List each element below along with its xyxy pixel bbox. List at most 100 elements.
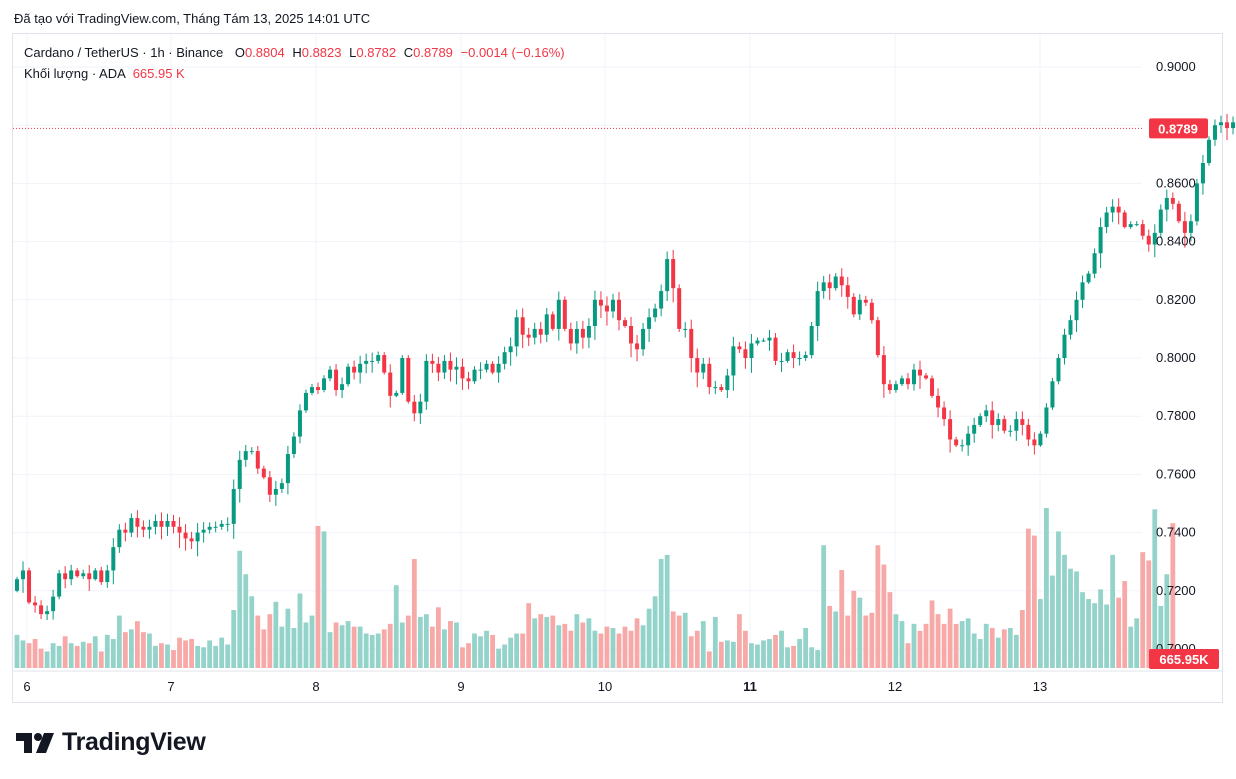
candle-body [490,363,495,373]
candle-body [291,436,296,455]
volume-bar [104,634,110,668]
volume-bar [351,626,357,668]
candle-body [165,520,170,527]
candle-body [713,387,718,389]
candle-body [1056,358,1061,382]
candle-body [93,570,98,580]
volume-bar [839,570,845,668]
candle-body [911,369,916,385]
low-label: L [349,45,357,60]
volume-bar [1074,571,1079,668]
volume-bar [466,643,471,668]
candle-body [376,355,381,361]
volume-bar [622,626,628,668]
volume-bar [201,647,207,668]
volume-bar [1170,523,1176,668]
date-tick-label: 11 [743,679,757,694]
candle-body [1008,430,1013,432]
candle-body [51,596,56,612]
candle-body [833,276,838,289]
date-tick-label: 9 [457,679,464,694]
volume-bar [791,645,796,668]
candle-body [954,439,959,446]
candle-body [990,410,995,425]
tradingview-logo[interactable]: TradingView [16,728,206,757]
candle-body [237,459,242,489]
volume-bar [1050,575,1055,668]
candle-body [508,346,513,353]
last-volume-tag [1149,649,1219,669]
volume-bar [688,636,694,668]
candle-body [689,328,694,358]
volume-bar [32,639,38,668]
volume-bar [56,645,62,668]
candle-body [635,343,640,350]
date-tick-label: 13 [1033,679,1047,694]
price-tick-label: 0.8000 [1156,350,1196,365]
candle-body [671,259,676,289]
candle-body [695,358,700,373]
volume-bar [628,630,634,668]
volume-bar [1092,603,1097,668]
volume-bar [1038,599,1043,668]
candle-body [1116,206,1121,213]
volume-bar [411,559,417,668]
chart-frame[interactable] [12,33,1223,703]
volume-bar [532,618,538,668]
price-tick-label: 0.7800 [1156,408,1196,423]
candle-body [99,570,104,583]
candle-body [942,407,947,420]
volume-bar [14,634,20,668]
volume-bar [983,623,989,668]
candle-body [556,299,561,329]
candle-body [665,259,670,292]
candle-body [659,291,664,309]
volume-bar [1122,581,1128,668]
candle-body [1062,334,1067,358]
candle-body [1194,183,1199,222]
volume-bar [195,645,200,668]
candle-body [851,296,856,315]
date-tick-label: 7 [167,679,174,694]
volume-bar [562,623,568,668]
volume-bar [514,633,520,668]
candle-body [918,369,922,376]
candle-body [466,378,471,382]
volume-bar [1019,610,1025,668]
candle-body [1092,253,1097,274]
volume-bar [68,643,74,668]
candle-body [261,468,266,478]
volume-bar [971,633,977,668]
candle-body [857,299,862,315]
volume-bar [821,545,827,668]
volume-bar [682,612,688,668]
volume-bar [243,574,249,668]
volume-bar [610,628,616,668]
candle-body [839,276,844,286]
volume-bar [189,639,194,668]
volume-bar [953,623,959,668]
candle-body [893,384,898,391]
volume-bar [1080,592,1085,668]
volume-bar [303,622,309,668]
volume-bar [712,616,718,668]
volume-bar [50,643,56,668]
candle-body [478,369,483,371]
candle-body [394,392,399,396]
candle-body [129,518,134,533]
candle-body [111,547,116,571]
volume-bar [917,630,923,668]
volume-bar [62,636,68,668]
volume-bar [171,650,176,668]
volume-bar [676,615,682,668]
volume-bar [333,622,339,668]
volume-bar [556,625,562,668]
last-volume-label: 665.95K [1159,652,1209,667]
candle-body [322,378,327,391]
volume-bar [399,622,405,668]
chart-caption: Đã tạo với TradingView.com, Tháng Tám 13… [14,11,371,26]
volume-bar [737,614,742,668]
volume-bar [1128,626,1134,668]
volume-bar [1025,528,1031,668]
